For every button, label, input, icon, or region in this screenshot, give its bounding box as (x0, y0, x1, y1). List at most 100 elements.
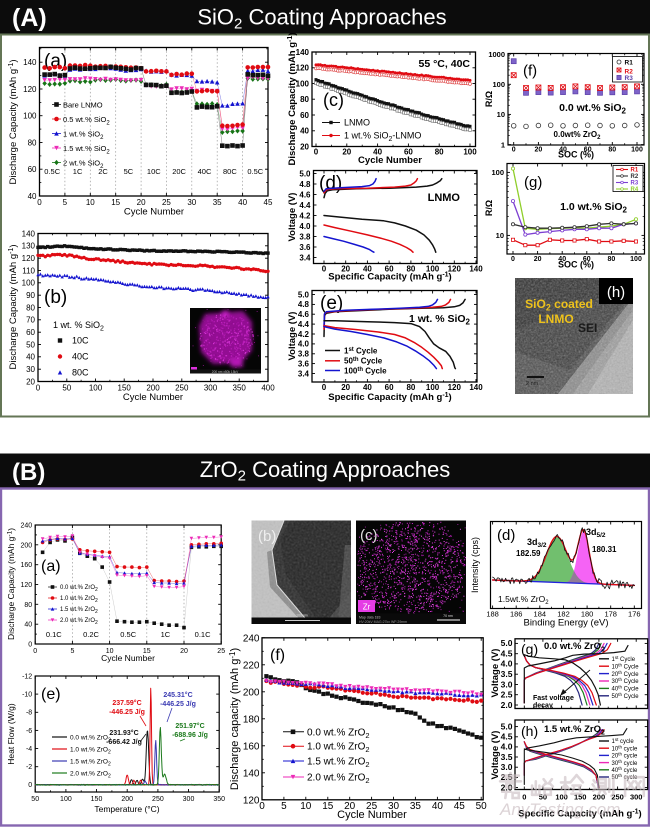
svg-text:15: 15 (322, 801, 334, 812)
svg-text:Discharge Capacity (mAh g-1): Discharge Capacity (mAh g-1) (8, 244, 19, 369)
svg-text:3.8: 3.8 (299, 232, 311, 241)
svg-text:237.59°C: 237.59°C (112, 699, 141, 707)
svg-text:100: 100 (89, 384, 103, 393)
svg-text:80: 80 (608, 256, 616, 263)
svg-text:40: 40 (432, 801, 444, 812)
svg-text:176: 176 (628, 610, 641, 619)
svg-text:-6: -6 (26, 728, 32, 735)
svg-text:1.5 wt.% SiO2: 1.5 wt.% SiO2 (63, 144, 110, 156)
svg-text:180: 180 (581, 610, 594, 619)
svg-text:R2: R2 (631, 174, 639, 180)
svg-text:300: 300 (204, 384, 218, 393)
svg-text:(h): (h) (607, 284, 625, 301)
svg-text:Map data 183: Map data 183 (359, 616, 380, 620)
svg-text:0.2C: 0.2C (83, 630, 99, 639)
svg-text:0.5 wt.% SiO2: 0.5 wt.% SiO2 (63, 115, 110, 127)
svg-text:1.5wt.% ZrO2: 1.5wt.% ZrO2 (498, 594, 549, 606)
svg-text:20: 20 (534, 256, 542, 263)
svg-text:30: 30 (187, 198, 196, 207)
svg-text:1st Cycle: 1st Cycle (344, 346, 378, 355)
svg-text:5C: 5C (124, 167, 134, 176)
svg-text:-12: -12 (22, 674, 32, 681)
svg-text:20: 20 (344, 801, 356, 812)
svg-text:60: 60 (28, 165, 37, 174)
svg-text:180: 180 (243, 714, 260, 725)
svg-text:R1: R1 (631, 168, 639, 174)
svg-text:(d): (d) (497, 527, 515, 544)
svg-text:4.6: 4.6 (298, 310, 310, 319)
svg-text:2 nm: 2 nm (526, 381, 539, 387)
svg-text:Heat Flow (W/g): Heat Flow (W/g) (6, 703, 16, 765)
svg-text:LNMO: LNMO (538, 312, 573, 326)
svg-text:SOC (%): SOC (%) (558, 150, 594, 160)
svg-text:80: 80 (24, 602, 32, 609)
svg-text:Bare LNMO: Bare LNMO (63, 100, 103, 109)
svg-text:40: 40 (363, 265, 372, 274)
svg-text:0: 0 (33, 648, 37, 655)
svg-text:200: 200 (21, 542, 33, 549)
svg-text:2 wt.% SiO2: 2 wt.% SiO2 (63, 158, 104, 170)
svg-text:3.4: 3.4 (298, 369, 310, 378)
svg-text:120: 120 (448, 383, 462, 392)
svg-text:240: 240 (243, 633, 260, 644)
svg-text:182.59: 182.59 (516, 549, 541, 558)
svg-text:4.2: 4.2 (299, 211, 311, 220)
svg-text:110: 110 (22, 266, 35, 275)
svg-text:Binding Energy (eV): Binding Energy (eV) (523, 618, 608, 629)
svg-text:80: 80 (28, 138, 37, 147)
svg-text:4.4: 4.4 (299, 201, 311, 210)
svg-text:Temperature (°C): Temperature (°C) (94, 804, 159, 814)
svg-text:231.93°C: 231.93°C (109, 729, 138, 737)
svg-text:5: 5 (281, 801, 287, 812)
svg-text:Specific Capacity (mAh g-1): Specific Capacity (mAh g-1) (328, 392, 451, 403)
svg-text:SOC (%): SOC (%) (558, 260, 594, 270)
svg-text:0: 0 (259, 801, 265, 812)
svg-text:120: 120 (243, 795, 260, 806)
svg-text:1 wt.% SiO2-LNMO: 1 wt.% SiO2-LNMO (344, 131, 421, 144)
svg-text:80: 80 (300, 95, 309, 104)
svg-text:2.0: 2.0 (501, 700, 513, 710)
svg-text:-4: -4 (26, 746, 32, 753)
svg-text:45: 45 (454, 801, 466, 812)
svg-text:4.0: 4.0 (299, 222, 311, 231)
svg-text:240: 240 (21, 523, 33, 530)
svg-text:100 nm: 100 nm (296, 614, 308, 618)
svg-text:ZrO2 Coating Approaches: ZrO2 Coating Approaches (200, 457, 451, 485)
svg-text:1.5 wt.% ZrO2: 1.5 wt.% ZrO2 (544, 724, 605, 737)
svg-text:200: 200 (121, 796, 133, 803)
svg-text:20: 20 (300, 142, 309, 151)
svg-text:178: 178 (604, 610, 617, 619)
svg-text:200: 200 (243, 687, 260, 698)
svg-text:-446.25 J/g: -446.25 J/g (109, 709, 145, 716)
svg-text:2C: 2C (98, 167, 108, 176)
svg-text:3.6: 3.6 (298, 359, 310, 368)
svg-text:Voltage (V): Voltage (V) (490, 649, 501, 698)
svg-text:0.0 wt.% ZrO2: 0.0 wt.% ZrO2 (307, 727, 370, 740)
svg-text:Specific Capacity (mAh g-1): Specific Capacity (mAh g-1) (328, 272, 451, 283)
svg-text:10C: 10C (72, 336, 89, 346)
svg-text:120: 120 (448, 265, 462, 274)
svg-text:4.5: 4.5 (501, 732, 513, 742)
svg-text:120: 120 (296, 64, 310, 73)
svg-text:200 nm x50k 15kV: 200 nm x50k 15kV (212, 370, 239, 374)
svg-text:(A): (A) (12, 4, 47, 32)
svg-text:150: 150 (574, 793, 587, 802)
svg-text:40: 40 (300, 127, 309, 136)
svg-text:188: 188 (486, 610, 499, 619)
svg-text:20: 20 (535, 147, 543, 154)
svg-text:(f): (f) (523, 63, 537, 80)
svg-text:245.31°C: 245.31°C (163, 691, 192, 699)
svg-text:0.5C: 0.5C (44, 167, 60, 176)
svg-text:3.8: 3.8 (298, 350, 310, 359)
svg-text:10C: 10C (147, 167, 161, 176)
svg-text:(b): (b) (258, 528, 276, 545)
svg-text:140: 140 (469, 383, 483, 392)
svg-text:-2: -2 (26, 764, 32, 771)
svg-text:decay: decay (533, 703, 553, 710)
svg-text:250: 250 (175, 384, 189, 393)
svg-text:80: 80 (26, 303, 35, 312)
svg-text:25: 25 (162, 198, 171, 207)
svg-text:1.0 wt.% ZrO2: 1.0 wt.% ZrO2 (60, 596, 98, 604)
svg-text:30th Cycle: 30th Cycle (612, 677, 640, 685)
svg-text:100: 100 (22, 279, 36, 288)
